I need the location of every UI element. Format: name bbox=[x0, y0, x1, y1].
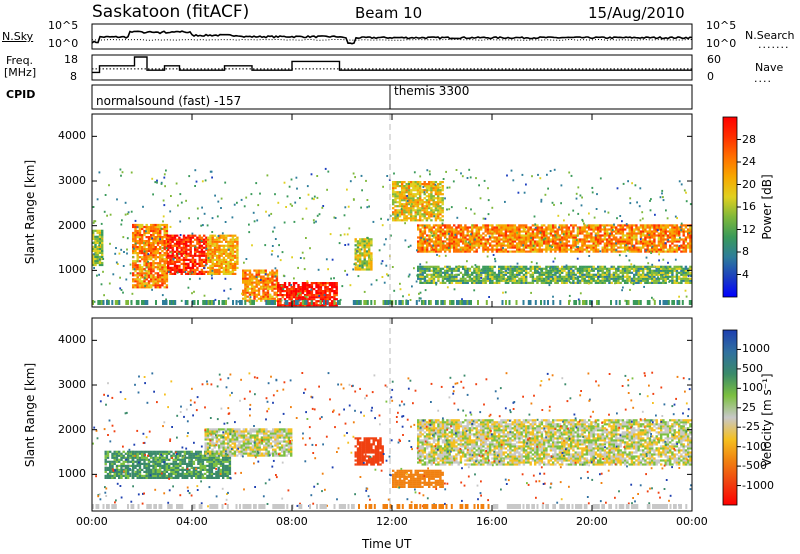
noise-left-label: N.Sky bbox=[2, 30, 34, 43]
power-region-2 bbox=[167, 234, 208, 275]
ytick-2000: 2000 bbox=[58, 422, 86, 436]
noise-sky-line bbox=[91, 30, 693, 45]
xtick-5: 20:00 bbox=[576, 515, 608, 528]
xtick-3: 12:00 bbox=[376, 515, 408, 528]
power-cbar-tick-0: 28 bbox=[742, 132, 756, 146]
velocity-cbar-tick-0: 1000 bbox=[742, 342, 770, 356]
power-ylabel: Slant Range [km] bbox=[23, 159, 37, 265]
velocity-panel-data bbox=[92, 371, 692, 509]
freq-right-tick-bottom: 0 bbox=[707, 70, 714, 83]
power-region-9 bbox=[417, 265, 692, 284]
power-cbar-tick-4: 12 bbox=[742, 222, 756, 236]
freq-left-label-2: [MHz] bbox=[4, 66, 37, 79]
velocity-ylabel: Slant Range [km] bbox=[23, 362, 37, 468]
noise-left-tick-top: 10^5 bbox=[48, 19, 79, 32]
noise-left-tick-bottom: 10^0 bbox=[48, 37, 79, 50]
velocity-region-3 bbox=[354, 437, 384, 466]
power-region-4 bbox=[242, 269, 279, 302]
velocity-speckles bbox=[92, 371, 692, 508]
velocity-cbar-tick-4: -25 bbox=[742, 420, 760, 434]
xtick-1: 04:00 bbox=[176, 515, 208, 528]
nave-right-dots: .... bbox=[754, 72, 772, 85]
power-region-0 bbox=[92, 229, 104, 267]
freq-left-label-1: Freq. bbox=[6, 54, 34, 67]
noise-panel-frame bbox=[91, 23, 693, 50]
noise-right-dots: ....... bbox=[758, 38, 790, 51]
ytick-3000: 3000 bbox=[58, 174, 86, 187]
beam-title: Beam 10 bbox=[355, 4, 423, 22]
power-region-6 bbox=[354, 238, 373, 271]
cpid-mode1: normalsound (fast) -157 bbox=[96, 94, 242, 108]
power-speckles bbox=[92, 167, 692, 303]
velocity-cbar-tick-1: 500 bbox=[742, 361, 763, 375]
power-colorbar bbox=[722, 116, 738, 298]
power-region-7 bbox=[392, 181, 444, 222]
power-cbar-tick-2: 20 bbox=[742, 177, 756, 191]
power-cbar-title: Power [dB] bbox=[760, 174, 774, 240]
xtick-0: 00:00 bbox=[76, 515, 108, 528]
velocity-cbar-tick-7: -1000 bbox=[742, 478, 774, 492]
freq-left-tick-bottom: 8 bbox=[70, 70, 77, 83]
date-title: 15/Aug/2010 bbox=[588, 4, 685, 22]
ytick-1000: 1000 bbox=[58, 467, 86, 481]
freq-left-tick-top: 18 bbox=[64, 53, 78, 66]
velocity-cbar-ticks bbox=[737, 348, 741, 487]
velocity-region-1 bbox=[132, 450, 232, 479]
power-panel-data bbox=[92, 167, 692, 307]
power-region-3 bbox=[207, 234, 239, 275]
velocity-cbar-tick-5: -100 bbox=[742, 439, 767, 453]
ytick-4000: 4000 bbox=[58, 129, 86, 143]
velocity-cbar-tick-3: 25 bbox=[742, 400, 756, 414]
ytick-4000: 4000 bbox=[58, 333, 86, 347]
noise-right-tick-top: 10^5 bbox=[706, 19, 737, 32]
nave-right-label: Nave bbox=[755, 61, 784, 74]
cpid-mode2: themis 3300 bbox=[394, 84, 470, 98]
freq-panel-frame bbox=[91, 54, 693, 81]
xtick-4: 16:00 bbox=[476, 515, 508, 528]
velocity-cbar-tick-2: 100 bbox=[742, 381, 763, 395]
power-cbar-tick-1: 24 bbox=[742, 155, 756, 168]
noise-right-tick-bottom: 10^0 bbox=[706, 37, 737, 50]
noise-right-label: N.Search bbox=[745, 29, 795, 42]
x-axis-label: Time UT bbox=[362, 537, 412, 551]
cpid-label: CPID bbox=[6, 88, 36, 101]
velocity-bottom-strip bbox=[92, 504, 688, 509]
xtick-6: 00:00 bbox=[676, 515, 708, 528]
power-bottom-strip bbox=[92, 300, 692, 305]
freq-line bbox=[92, 56, 692, 74]
power-region-5 bbox=[277, 282, 338, 307]
xtick-2: 08:00 bbox=[276, 515, 308, 528]
power-cbar-tick-6: 4 bbox=[742, 267, 749, 281]
station-title: Saskatoon (fitACF) bbox=[92, 2, 250, 22]
power-region-8 bbox=[417, 224, 692, 253]
velocity-colorbar bbox=[722, 329, 738, 506]
power-cbar-tick-5: 8 bbox=[742, 245, 749, 258]
velocity-region-2 bbox=[204, 428, 293, 457]
ytick-2000: 2000 bbox=[58, 218, 86, 232]
power-panel-ticks bbox=[91, 114, 693, 307]
velocity-cbar-tick-6: -500 bbox=[742, 459, 767, 473]
ytick-3000: 3000 bbox=[58, 378, 86, 391]
ytick-1000: 1000 bbox=[58, 263, 86, 277]
freq-right-tick-top: 60 bbox=[707, 53, 721, 66]
noise-search-line bbox=[91, 38, 692, 41]
velocity-cbar-title: Velocity [m s⁻¹] bbox=[760, 373, 774, 467]
power-region-1 bbox=[132, 223, 169, 289]
power-cbar-tick-3: 16 bbox=[742, 200, 756, 213]
velocity-panel-ticks bbox=[91, 318, 693, 511]
velocity-region-4 bbox=[392, 469, 444, 488]
power-cbar-ticks bbox=[737, 139, 741, 275]
